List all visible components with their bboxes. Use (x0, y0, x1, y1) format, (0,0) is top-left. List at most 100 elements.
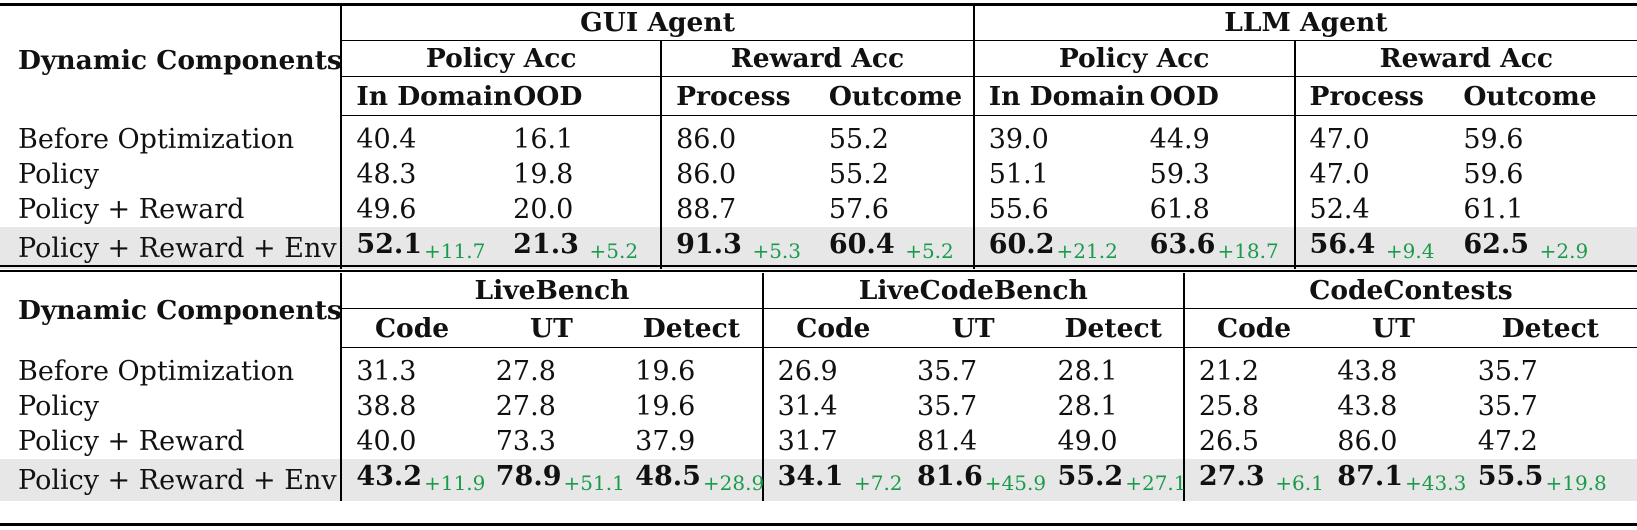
table-cell: 52.1 +11.7 (340, 227, 500, 269)
column-header-row: Code UT Detect Code UT Detect Code UT De… (0, 308, 1637, 348)
best-value: 91.3 (676, 229, 742, 260)
table-row: Before Optimization 31.3 27.8 19.6 26.9 … (0, 354, 1637, 389)
column-header: UT (1323, 308, 1464, 348)
table-cell: 19.8 (513, 159, 574, 190)
table-cell: 55.6 (972, 192, 1136, 227)
delta-value: +18.7 (1217, 239, 1279, 263)
subgroup-reward-acc: Reward Acc (1293, 40, 1637, 77)
table-cell: 35.7 (1477, 391, 1538, 422)
delta-value: +6.1 (1275, 471, 1324, 495)
row-label: Policy (18, 159, 99, 190)
table-cell: 43.8 (1337, 356, 1398, 387)
table-cell: 31.3 (340, 354, 482, 389)
table-cell: 57.6 (828, 194, 889, 225)
subgroup-policy-acc: Policy Acc (340, 40, 662, 77)
table-cell: 59.6 (1463, 124, 1524, 155)
column-header: In Domain (340, 76, 512, 116)
row-header: Dynamic Components (18, 44, 342, 76)
group-livecodebench: LiveCodeBench (761, 273, 1184, 309)
group-header-row: Dynamic Components GUI Agent LLM Agent (0, 5, 1637, 76)
table-cell: 40.0 (340, 424, 482, 459)
table-cell: 88.7 (660, 192, 815, 227)
column-header: In Domain (972, 76, 1145, 116)
double-rule-bottom (0, 270, 1637, 272)
table-cell: 59.6 (1463, 159, 1524, 190)
table-cell: 38.8 (340, 389, 482, 424)
group-codecontests: CodeContests (1182, 273, 1637, 309)
top-rule (0, 3, 1637, 6)
table-cell: 37.9 (635, 426, 696, 457)
column-header: UT (903, 308, 1044, 348)
table-cell: 86.0 (660, 122, 815, 157)
results-table-agents: Dynamic Components GUI Agent LLM Agent P… (0, 5, 1637, 269)
table-cell: 34.1 +7.2 (761, 459, 904, 501)
table-cell: 81.6 +45.9 (903, 459, 1046, 501)
table-cell: 43.8 (1337, 391, 1398, 422)
column-header-row: In Domain OOD Process Outcome In Domain … (0, 76, 1637, 116)
table-cell: 47.0 (1293, 122, 1450, 157)
table-cell: 78.9 +51.1 (481, 459, 625, 501)
row-label: Before Optimization (18, 356, 295, 387)
row-label: Policy (18, 391, 99, 422)
row-label: Policy + Reward (18, 194, 245, 225)
subgroup-reward-acc: Reward Acc (660, 40, 974, 77)
best-value: 48.5 (635, 461, 701, 492)
table-cell: 31.7 (761, 424, 904, 459)
group-llm-agent: LLM Agent (972, 5, 1637, 41)
column-header: Code (1182, 308, 1324, 348)
table-cell: 49.6 (340, 192, 500, 227)
table-cell: 55.2 +27.1 (1043, 459, 1187, 501)
best-value: 56.4 (1309, 229, 1376, 260)
table-cell: 26.5 (1182, 424, 1324, 459)
table-cell: 31.4 (761, 389, 904, 424)
table-cell: 60.4 +5.2 (814, 227, 974, 269)
delta-value: +9.4 (1385, 239, 1435, 263)
highlighted-row: Policy + Reward + Env 52.1 +11.7 21.3 +5.… (0, 227, 1637, 269)
delta-value: +5.2 (905, 239, 954, 263)
table-cell: 39.0 (972, 122, 1136, 157)
column-header: Code (340, 308, 482, 348)
table-cell: 49.0 (1057, 426, 1118, 457)
table-cell: 35.7 (1477, 356, 1538, 387)
table-cell: 60.2 +21.2 (972, 227, 1136, 269)
table-cell: 44.9 (1149, 124, 1210, 155)
spacer-row (0, 115, 1637, 122)
table-cell: 43.2 +11.9 (340, 459, 485, 501)
table-cell: 59.3 (1149, 159, 1210, 190)
best-value: 52.1 (356, 229, 423, 260)
table-cell: 48.3 (340, 157, 500, 192)
spacer-row (0, 347, 1637, 354)
table-cell: 19.6 (635, 356, 696, 387)
row-label: Policy + Reward + Env (0, 459, 342, 501)
row-label: Before Optimization (18, 124, 295, 155)
group-header-row: Dynamic Components LiveBench LiveCodeBen… (0, 273, 1637, 326)
table-cell: 19.6 (635, 391, 696, 422)
highlighted-row: Policy + Reward + Env 43.2 +11.9 78.9 +51.… (0, 459, 1637, 501)
column-header: Code (761, 308, 904, 348)
column-header: Detect (621, 308, 763, 348)
table-cell: 81.4 (917, 426, 978, 457)
table-cell: 27.8 (495, 391, 556, 422)
delta-value: +11.7 (424, 239, 486, 263)
best-value: 81.6 (917, 461, 983, 492)
table-cell: 21.2 (1182, 354, 1324, 389)
best-value: 87.1 (1337, 461, 1404, 492)
group-gui-agent: GUI Agent (340, 5, 974, 41)
column-header: Outcome (814, 76, 974, 116)
column-header: Detect (1043, 308, 1184, 348)
table-cell: 27.8 (495, 356, 556, 387)
table-cell: 26.9 (761, 354, 904, 389)
delta-value: +27.1 (1125, 471, 1187, 495)
column-header: OOD (1135, 76, 1295, 116)
column-header: Process (1293, 76, 1450, 116)
table-cell: 51.1 (972, 157, 1136, 192)
column-header: UT (481, 308, 622, 348)
delta-value: +2.9 (1539, 239, 1589, 263)
table-cell: 63.6 +18.7 (1135, 227, 1295, 269)
best-value: 21.3 (513, 229, 579, 260)
best-value: 60.2 (988, 229, 1055, 260)
column-header: Outcome (1449, 76, 1637, 116)
results-table-code: Dynamic Components LiveBench LiveCodeBen… (0, 273, 1637, 501)
table-row: Policy 48.3 19.8 86.0 55.2 51.1 59.3 47.… (0, 157, 1637, 192)
row-label: Policy + Reward + Env (0, 227, 342, 269)
